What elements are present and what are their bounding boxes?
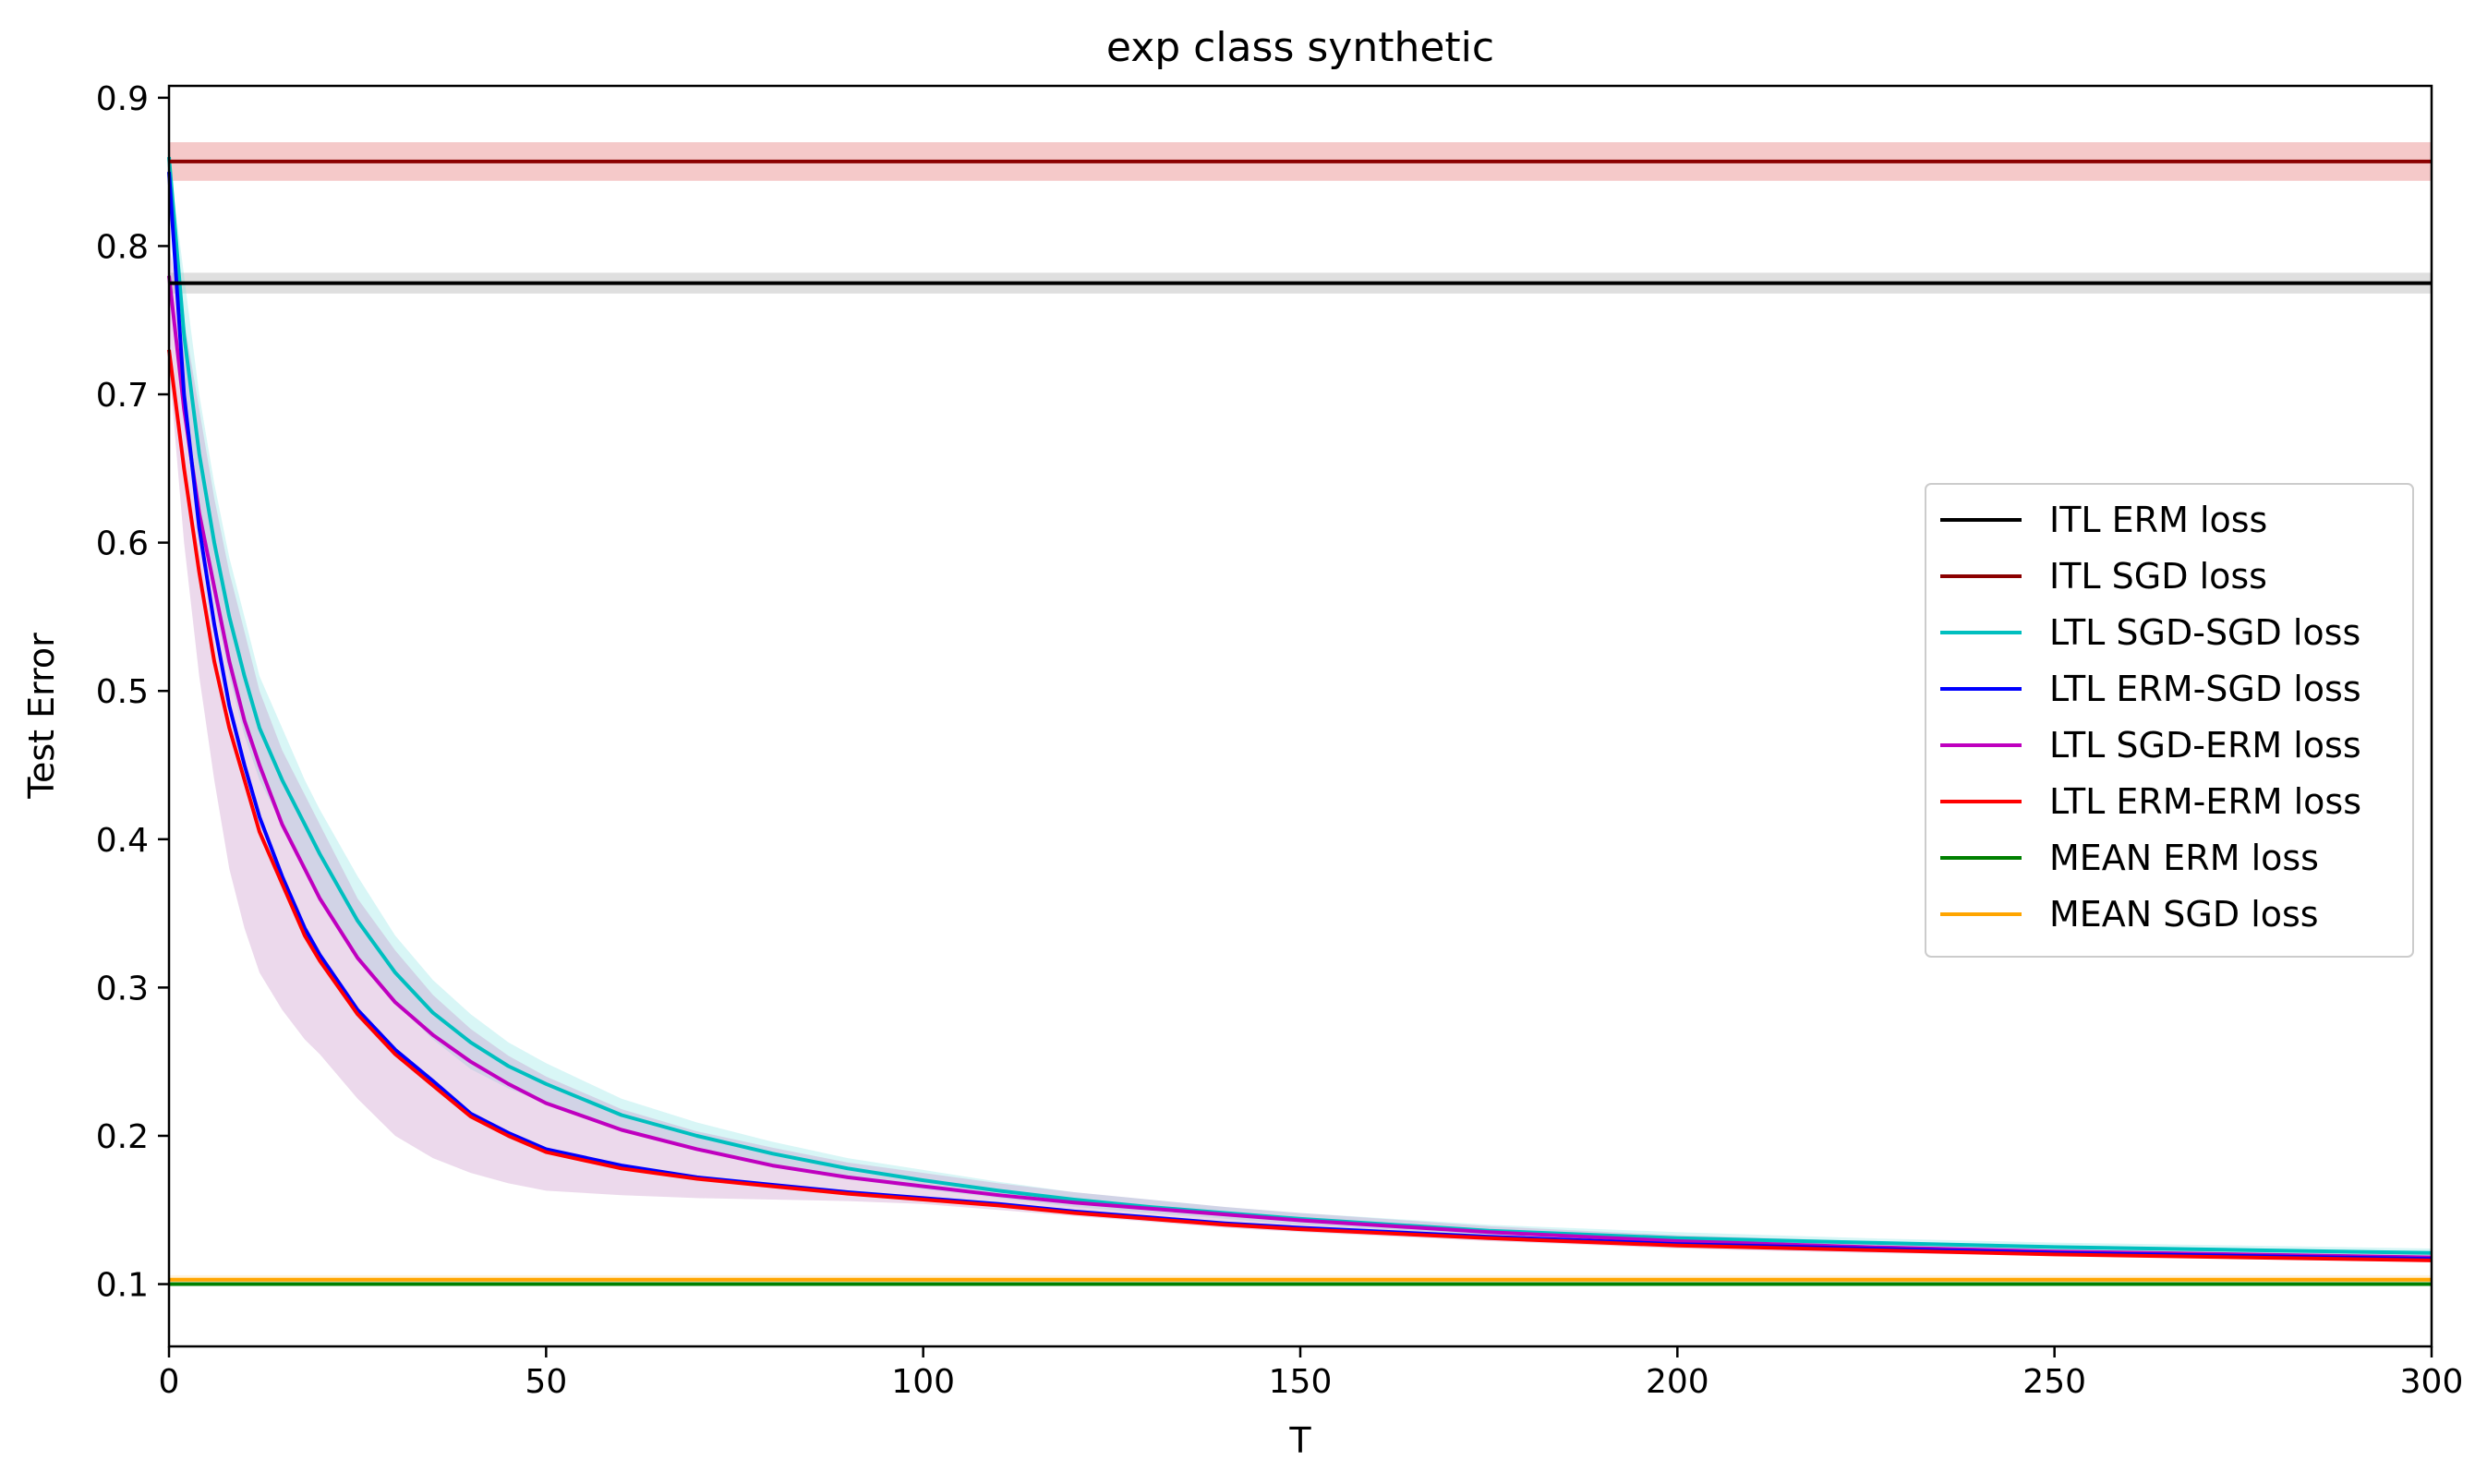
legend-label-mean-sgd-loss: MEAN SGD loss (2049, 894, 2319, 935)
legend-label-ltl-sgd-erm-loss: LTL SGD-ERM loss (2049, 725, 2361, 766)
x-tick-label: 300 (2400, 1363, 2464, 1401)
legend-label-itl-erm-loss: ITL ERM loss (2049, 500, 2267, 540)
y-tick-label: 0.5 (96, 673, 149, 711)
legend: ITL ERM loss ITL SGD loss LTL SGD-SGD loss… (1925, 483, 2414, 958)
x-tick-label: 50 (525, 1363, 567, 1401)
x-tick-label: 200 (1646, 1363, 1709, 1401)
y-axis-label: Test Error (21, 633, 62, 800)
y-tick-label: 0.9 (96, 80, 149, 118)
x-tick-label: 100 (891, 1363, 955, 1401)
x-axis: 0 50 100 150 200 250 300 (159, 1346, 2464, 1401)
line-ltl-erm-erm-loss (167, 349, 2433, 1262)
legend-label-ltl-erm-erm-loss: LTL ERM-ERM loss (2049, 781, 2361, 822)
legend-box (1925, 483, 2414, 958)
y-tick-label: 0.2 (96, 1118, 149, 1156)
y-tick-label: 0.4 (96, 822, 149, 860)
x-tick-label: 250 (2022, 1363, 2086, 1401)
plot-area (167, 84, 2433, 1348)
y-tick-label: 0.1 (96, 1267, 149, 1305)
legend-label-ltl-erm-sgd-loss: LTL ERM-SGD loss (2049, 669, 2361, 709)
y-tick-label: 0.8 (96, 228, 149, 266)
y-axis: 0.1 0.2 0.3 0.4 0.5 0.6 0.7 0.8 0.9 (96, 80, 169, 1305)
legend-label-ltl-sgd-sgd-loss: LTL SGD-SGD loss (2049, 612, 2360, 653)
series-lines (167, 156, 2433, 1286)
y-tick-label: 0.3 (96, 970, 149, 1007)
line-ltl-sgd-erm-loss (167, 275, 2433, 1260)
y-tick-label: 0.7 (96, 377, 149, 415)
x-axis-label: T (1288, 1420, 1311, 1461)
legend-label-mean-erm-loss: MEAN ERM loss (2049, 838, 2319, 878)
legend-label-itl-sgd-loss: ITL SGD loss (2049, 556, 2267, 597)
x-tick-label: 150 (1269, 1363, 1333, 1401)
x-tick-label: 0 (159, 1363, 180, 1401)
chart-title: exp class synthetic (1106, 24, 1494, 71)
y-tick-label: 0.6 (96, 525, 149, 563)
